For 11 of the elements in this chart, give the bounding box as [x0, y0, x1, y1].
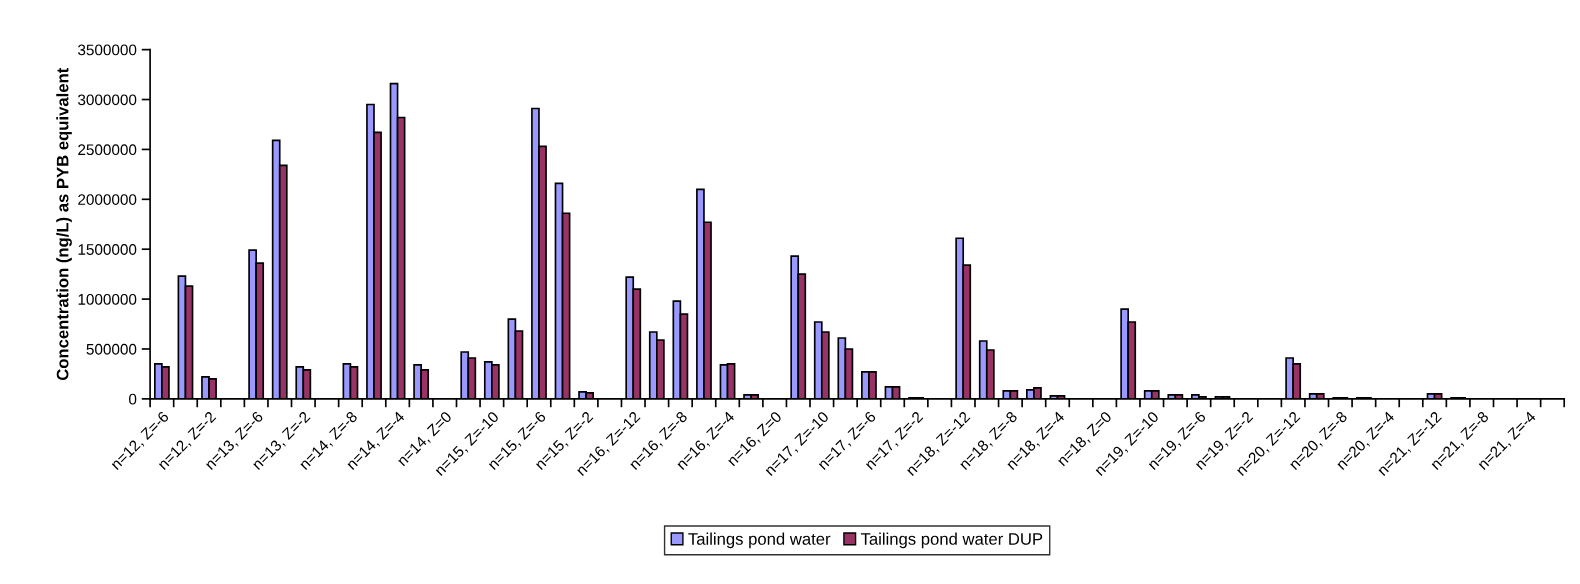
y-tick-label: 0: [129, 393, 137, 405]
y-tick-label: 3500000: [78, 44, 137, 56]
y-axis-title: Concentration (ng/L) as PYB equivalent: [56, 67, 72, 381]
y-tick-label: 1500000: [78, 244, 137, 255]
y-tick-label: 500000: [86, 343, 137, 355]
legend-label: Tailings pond water: [688, 532, 831, 549]
y-tick-label: 2000000: [78, 194, 137, 205]
y-tick-label: 3000000: [78, 94, 137, 106]
y-tick-label: 2500000: [78, 144, 137, 156]
y-tick-label: 1000000: [78, 293, 137, 305]
legend-label: Tailings pond water DUP: [860, 532, 1043, 549]
